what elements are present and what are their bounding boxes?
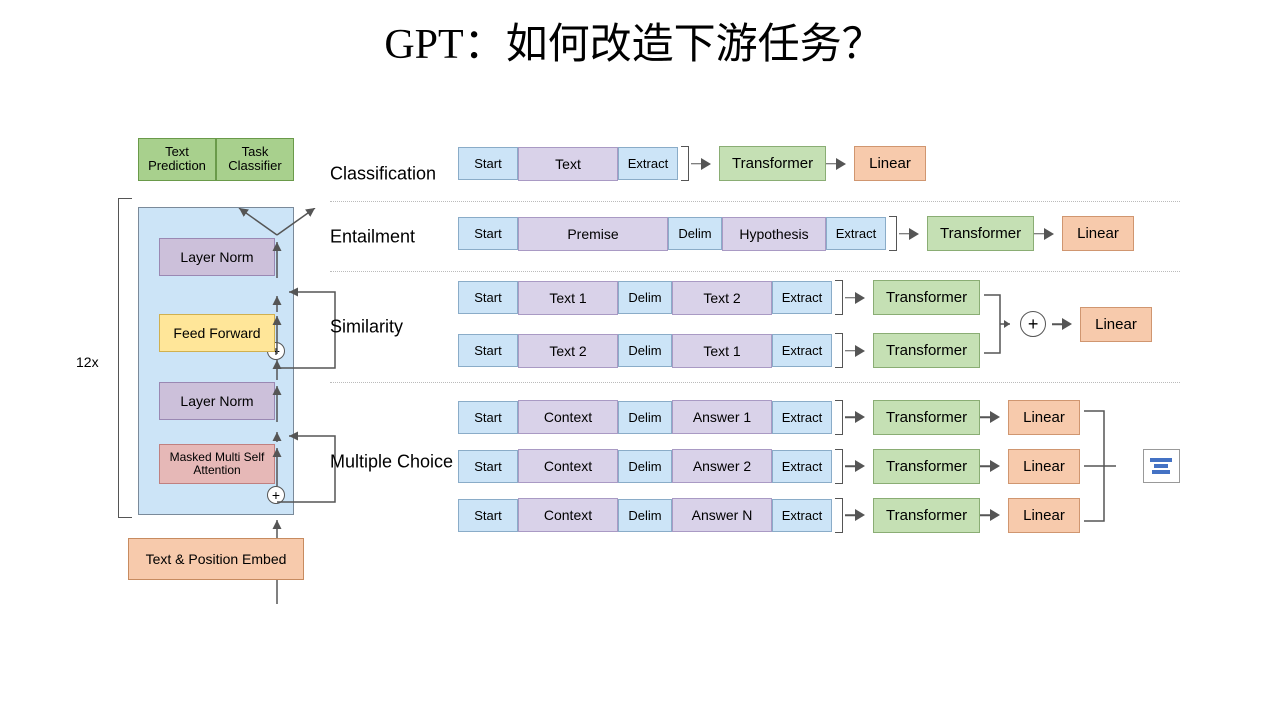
token-extract: Extract xyxy=(772,450,832,483)
token-context: Context xyxy=(518,498,618,532)
token-answer: Answer 1 xyxy=(672,400,772,434)
transformer-box: Transformer xyxy=(873,449,980,484)
label-similarity: Similarity xyxy=(330,317,403,338)
token-context: Context xyxy=(518,449,618,483)
residual-plus-2: + xyxy=(267,486,285,504)
token-context: Context xyxy=(518,400,618,434)
arrow-icon xyxy=(845,288,873,308)
masked-self-attention: Masked Multi Self Attention xyxy=(159,444,275,484)
linear-box: Linear xyxy=(1008,400,1080,435)
bracket-icon xyxy=(681,146,689,181)
transformer-box: Transformer xyxy=(873,400,980,435)
task-similarity: Similarity Start Text 1 Delim Text 2 Ext… xyxy=(330,271,1180,382)
token-extract: Extract xyxy=(826,217,886,250)
repeat-label: 12x xyxy=(76,354,99,370)
token-start: Start xyxy=(458,334,518,367)
arrow-icon xyxy=(980,407,1008,427)
task-classifier-box: Task Classifier xyxy=(216,138,294,181)
embedding-box: Text & Position Embed xyxy=(128,538,304,580)
token-text: Text xyxy=(518,147,618,181)
arrow-icon xyxy=(899,224,927,244)
token-extract: Extract xyxy=(772,281,832,314)
bracket-icon xyxy=(835,498,843,533)
arrow-icon xyxy=(1034,224,1062,244)
transformer-box: Transformer xyxy=(873,498,980,533)
token-extract: Extract xyxy=(772,401,832,434)
linear-box: Linear xyxy=(854,146,926,181)
text-prediction-box: Text Prediction xyxy=(138,138,216,181)
linear-box: Linear xyxy=(1008,449,1080,484)
token-text1b: Text 1 xyxy=(672,334,772,368)
bracket-icon xyxy=(835,400,843,435)
bar-icon xyxy=(1152,470,1170,474)
transformer-box: Transformer xyxy=(719,146,826,181)
task-entailment: Entailment Start Premise Delim Hypothesi… xyxy=(330,201,1180,271)
architecture-diagram: 12x Text Prediction Task Classifier Laye… xyxy=(78,138,318,515)
arrow-icon xyxy=(845,407,873,427)
layer-norm-1: Layer Norm xyxy=(159,238,275,276)
bracket-icon xyxy=(835,449,843,484)
label-classification: Classification xyxy=(330,163,436,184)
token-start: Start xyxy=(458,499,518,532)
linear-box: Linear xyxy=(1080,307,1152,342)
merge-lines-icon xyxy=(980,281,1014,367)
aggregator-box xyxy=(1143,449,1180,483)
bar-icon xyxy=(1150,458,1172,462)
token-extract: Extract xyxy=(772,334,832,367)
transformer-box: Transformer xyxy=(927,216,1034,251)
token-extract: Extract xyxy=(618,147,678,180)
arrow-icon xyxy=(980,456,1008,476)
token-text2: Text 2 xyxy=(672,281,772,315)
token-start: Start xyxy=(458,281,518,314)
transformer-block-container: Layer Norm + Feed Forward Layer Norm + M… xyxy=(138,207,294,515)
token-start: Start xyxy=(458,217,518,250)
label-multiple-choice: Multiple Choice xyxy=(330,452,453,473)
arrow-icon xyxy=(845,456,873,476)
token-start: Start xyxy=(458,401,518,434)
token-hypothesis: Hypothesis xyxy=(722,217,826,251)
transformer-box: Transformer xyxy=(873,280,980,315)
bracket-icon xyxy=(835,333,843,368)
arrow-icon xyxy=(691,154,719,174)
label-entailment: Entailment xyxy=(330,226,415,247)
linear-box: Linear xyxy=(1008,498,1080,533)
token-answer: Answer 2 xyxy=(672,449,772,483)
plus-icon: + xyxy=(1020,311,1046,337)
token-text2b: Text 2 xyxy=(518,334,618,368)
arrow-icon xyxy=(1052,314,1080,334)
token-delim: Delim xyxy=(618,281,672,314)
linear-box: Linear xyxy=(1062,216,1134,251)
feed-forward: Feed Forward xyxy=(159,314,275,352)
arrow-icon xyxy=(845,505,873,525)
token-delim: Delim xyxy=(618,334,672,367)
token-premise: Premise xyxy=(518,217,668,251)
page-title: GPT：如何改造下游任务？ xyxy=(0,10,1268,71)
layer-norm-2: Layer Norm xyxy=(159,382,275,420)
repeat-bracket xyxy=(118,198,132,518)
task-multiple-choice: Multiple Choice Start Context Delim Answ… xyxy=(330,382,1180,541)
token-answer: Answer N xyxy=(672,498,772,532)
bracket-icon xyxy=(889,216,897,251)
token-delim: Delim xyxy=(618,450,672,483)
token-text1: Text 1 xyxy=(518,281,618,315)
aggregate-lines-icon xyxy=(1080,391,1119,541)
token-start: Start xyxy=(458,450,518,483)
token-delim: Delim xyxy=(668,217,722,250)
arrow-icon xyxy=(826,154,854,174)
bar-icon xyxy=(1154,464,1168,468)
arrow-icon xyxy=(980,505,1008,525)
token-extract: Extract xyxy=(772,499,832,532)
token-delim: Delim xyxy=(618,499,672,532)
tasks-panel: Classification Start Text Extract Transf… xyxy=(330,140,1180,541)
token-delim: Delim xyxy=(618,401,672,434)
token-start: Start xyxy=(458,147,518,180)
arrow-icon xyxy=(845,341,873,361)
transformer-box: Transformer xyxy=(873,333,980,368)
bracket-icon xyxy=(835,280,843,315)
task-classification: Classification Start Text Extract Transf… xyxy=(330,146,1180,201)
